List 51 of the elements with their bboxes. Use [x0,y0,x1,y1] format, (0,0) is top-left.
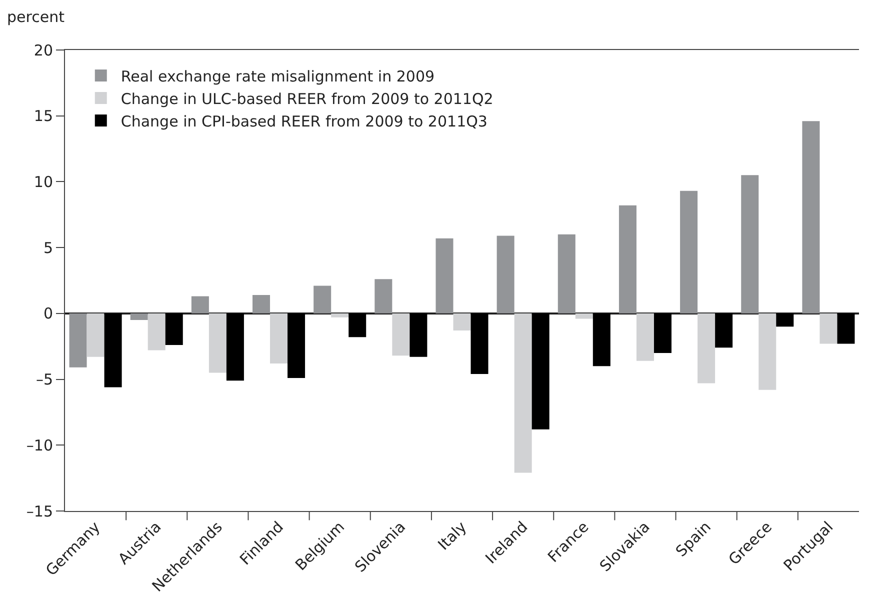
y-axis-title: percent [7,8,65,26]
y-tick-label: 10 [34,172,53,191]
bar [636,313,654,361]
bar [514,313,532,473]
legend-label: Change in ULC-based REER from 2009 to 2011Q2 [120,90,494,108]
bar [270,313,288,364]
bar [191,296,209,314]
bar [802,121,820,314]
bar [410,313,428,357]
bar [104,313,122,388]
bar [618,205,636,314]
bar [314,286,332,314]
bar [575,313,593,319]
y-tick-label: –15 [26,502,53,520]
bar [288,313,306,378]
bar [758,313,776,390]
bar [820,313,838,344]
legend-label: Change in CPI-based REER from 2009 to 2011Q3 [120,112,488,130]
y-tick-label: 0 [43,304,53,323]
bar [331,313,349,318]
bar [130,313,148,320]
y-tick-label: 20 [34,41,53,60]
bar [436,238,454,314]
bar [252,294,270,314]
bar [148,313,166,350]
bar [348,313,366,338]
bar [654,313,672,353]
y-tick-label: –10 [26,436,53,454]
bar [86,313,104,357]
y-tick-label: 15 [34,107,53,126]
bar [741,175,759,314]
legend-label: Real exchange rate misalignment in 2009 [120,67,435,86]
bar [453,313,471,331]
bar [776,313,794,327]
bar [69,313,87,368]
bar [374,279,392,314]
y-tick-label: –5 [36,370,53,389]
bar [558,234,576,314]
bar [698,313,716,384]
bar [715,313,733,348]
bar [208,313,226,373]
bar [392,313,410,356]
bar [592,313,610,366]
bar [165,313,183,346]
bar [226,313,244,381]
y-tick-label: 5 [43,238,53,257]
bar [532,313,550,430]
bar [837,313,855,344]
bar [680,190,698,314]
bar [496,236,514,314]
bar [470,313,488,374]
